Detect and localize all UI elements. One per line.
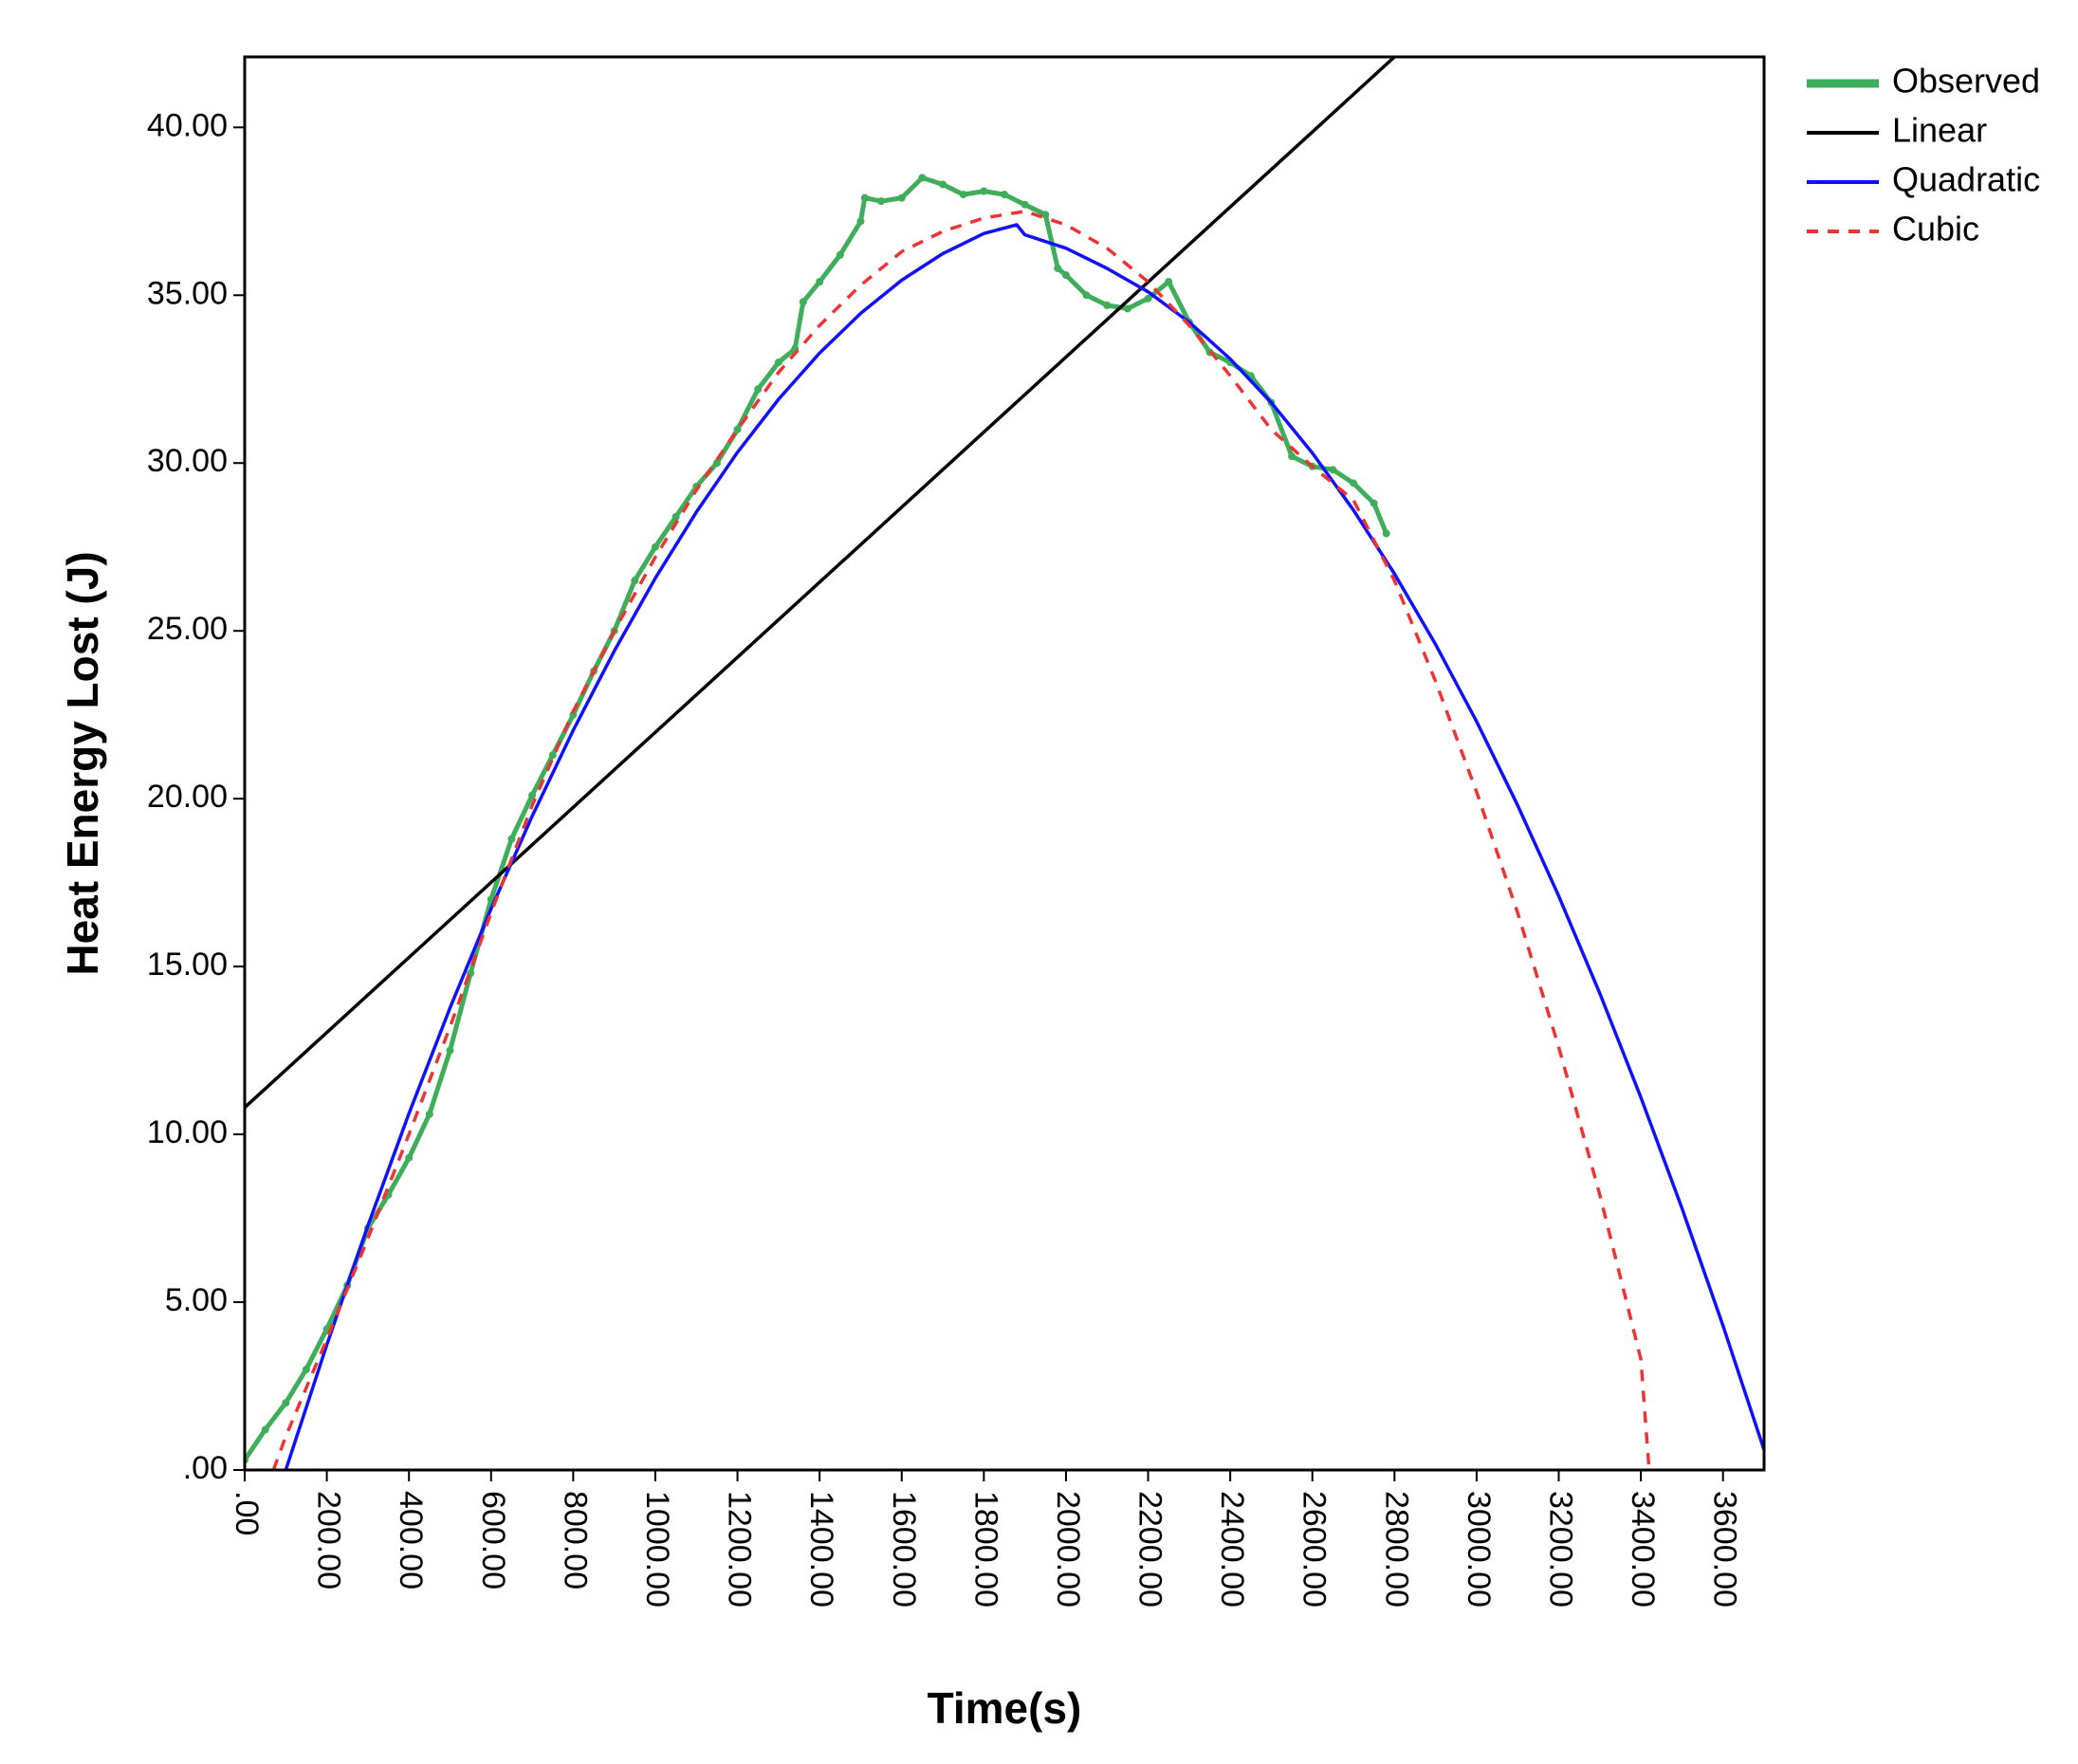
point-observed	[836, 250, 844, 259]
point-observed	[959, 191, 967, 199]
x-tick-label: 1400.00	[803, 1491, 839, 1608]
point-observed	[877, 197, 886, 206]
point-observed	[918, 174, 927, 182]
point-observed	[528, 791, 537, 799]
point-observed	[405, 1153, 414, 1162]
legend: Observed Linear Quadratic Cubic	[1807, 62, 2040, 248]
point-observed	[671, 512, 680, 521]
series-linear-line	[245, 57, 1396, 1110]
point-observed	[860, 193, 869, 202]
y-tick-label: 15.00	[147, 946, 228, 983]
point-observed	[1123, 304, 1131, 313]
series-cubic-line	[271, 210, 1651, 1470]
y-axis-title: Heat Energy Lost (J)	[58, 551, 107, 975]
x-tick-label: 2400.00	[1214, 1491, 1250, 1608]
legend-label-linear: Linear	[1892, 111, 1987, 150]
x-tick-label: 3200.00	[1543, 1491, 1579, 1608]
point-observed	[1041, 211, 1050, 219]
x-tick-label: 1200.00	[722, 1491, 758, 1608]
series-layer	[245, 57, 1764, 1470]
y-tick-label: 5.00	[165, 1282, 228, 1318]
point-observed	[774, 358, 782, 367]
x-tick-label: 1000.00	[639, 1491, 675, 1608]
point-observed	[1288, 452, 1296, 461]
point-observed	[980, 187, 988, 195]
plot-frame	[243, 55, 1766, 1472]
point-observed	[261, 1425, 269, 1434]
x-tick-label: 2600.00	[1296, 1491, 1333, 1608]
x-tick-label: 3000.00	[1461, 1491, 1497, 1608]
x-tick-label: 1600.00	[886, 1491, 922, 1608]
y-tick-label: .00	[183, 1450, 228, 1486]
point-observed	[282, 1399, 290, 1407]
legend-label-observed: Observed	[1892, 62, 2040, 101]
x-tick-label: 600.00	[475, 1491, 511, 1589]
point-observed	[1082, 291, 1091, 300]
point-observed	[1054, 264, 1062, 272]
x-tick-label: 400.00	[393, 1491, 429, 1589]
x-tick-label: 2800.00	[1378, 1491, 1414, 1608]
x-tick-label: 2000.00	[1050, 1491, 1086, 1608]
x-tick-label: 1800.00	[967, 1491, 1003, 1608]
series-observed-trace	[245, 175, 1389, 1461]
x-tick-label: .00	[229, 1491, 265, 1535]
point-observed	[1001, 191, 1008, 199]
point-observed	[733, 425, 742, 433]
point-observed	[856, 217, 865, 226]
x-tick-label: 3400.00	[1625, 1491, 1661, 1608]
legend-label-cubic: Cubic	[1892, 210, 1979, 248]
point-observed	[302, 1365, 310, 1373]
point-observed	[1165, 278, 1173, 286]
series-observed	[245, 174, 1390, 1464]
point-observed	[548, 751, 557, 760]
x-tick-label: 3600.00	[1707, 1491, 1743, 1608]
point-observed	[1329, 466, 1337, 474]
x-axis-title: Time(s)	[928, 1683, 1082, 1733]
x-tick-label: 800.00	[557, 1491, 593, 1589]
x-tick-label: 2200.00	[1132, 1491, 1168, 1608]
point-observed	[425, 1110, 433, 1118]
point-observed	[1370, 499, 1378, 507]
y-tick-label: 20.00	[147, 779, 228, 815]
point-observed	[1382, 529, 1390, 538]
point-observed	[446, 1046, 454, 1055]
point-observed	[507, 835, 516, 843]
y-tick-label: 40.00	[147, 107, 228, 143]
y-tick-label: 35.00	[147, 275, 228, 311]
point-observed	[1103, 301, 1112, 309]
y-tick-label: 30.00	[147, 443, 228, 479]
point-observed	[1350, 479, 1358, 487]
legend-label-quadratic: Quadratic	[1892, 160, 2040, 199]
point-observed	[754, 385, 763, 394]
y-tick-label: 10.00	[147, 1114, 228, 1150]
x-axis: .00 200.00 400.00 600.00 800.00 1000.00 1200.0…	[229, 1470, 1743, 1608]
y-axis: .00 5.00 10.00 15.00 20.00 25.00 30.00 35.00 40.…	[147, 107, 245, 1486]
point-observed	[631, 577, 639, 585]
point-observed	[939, 180, 947, 189]
point-observed	[1061, 271, 1070, 280]
point-observed	[897, 193, 906, 202]
point-observed	[651, 542, 659, 551]
point-observed	[816, 278, 824, 286]
x-tick-label: 200.00	[311, 1491, 347, 1589]
point-observed	[799, 298, 807, 306]
point-observed	[712, 459, 721, 468]
point-observed	[1021, 200, 1029, 209]
series-quadratic-line	[284, 223, 1764, 1470]
y-tick-label: 25.00	[147, 611, 228, 647]
point-observed	[1144, 294, 1152, 303]
